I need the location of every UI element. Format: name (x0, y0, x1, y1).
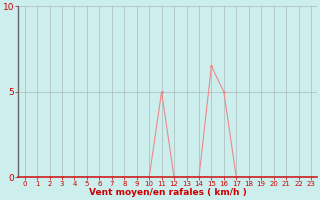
X-axis label: Vent moyen/en rafales ( km/h ): Vent moyen/en rafales ( km/h ) (89, 188, 247, 197)
